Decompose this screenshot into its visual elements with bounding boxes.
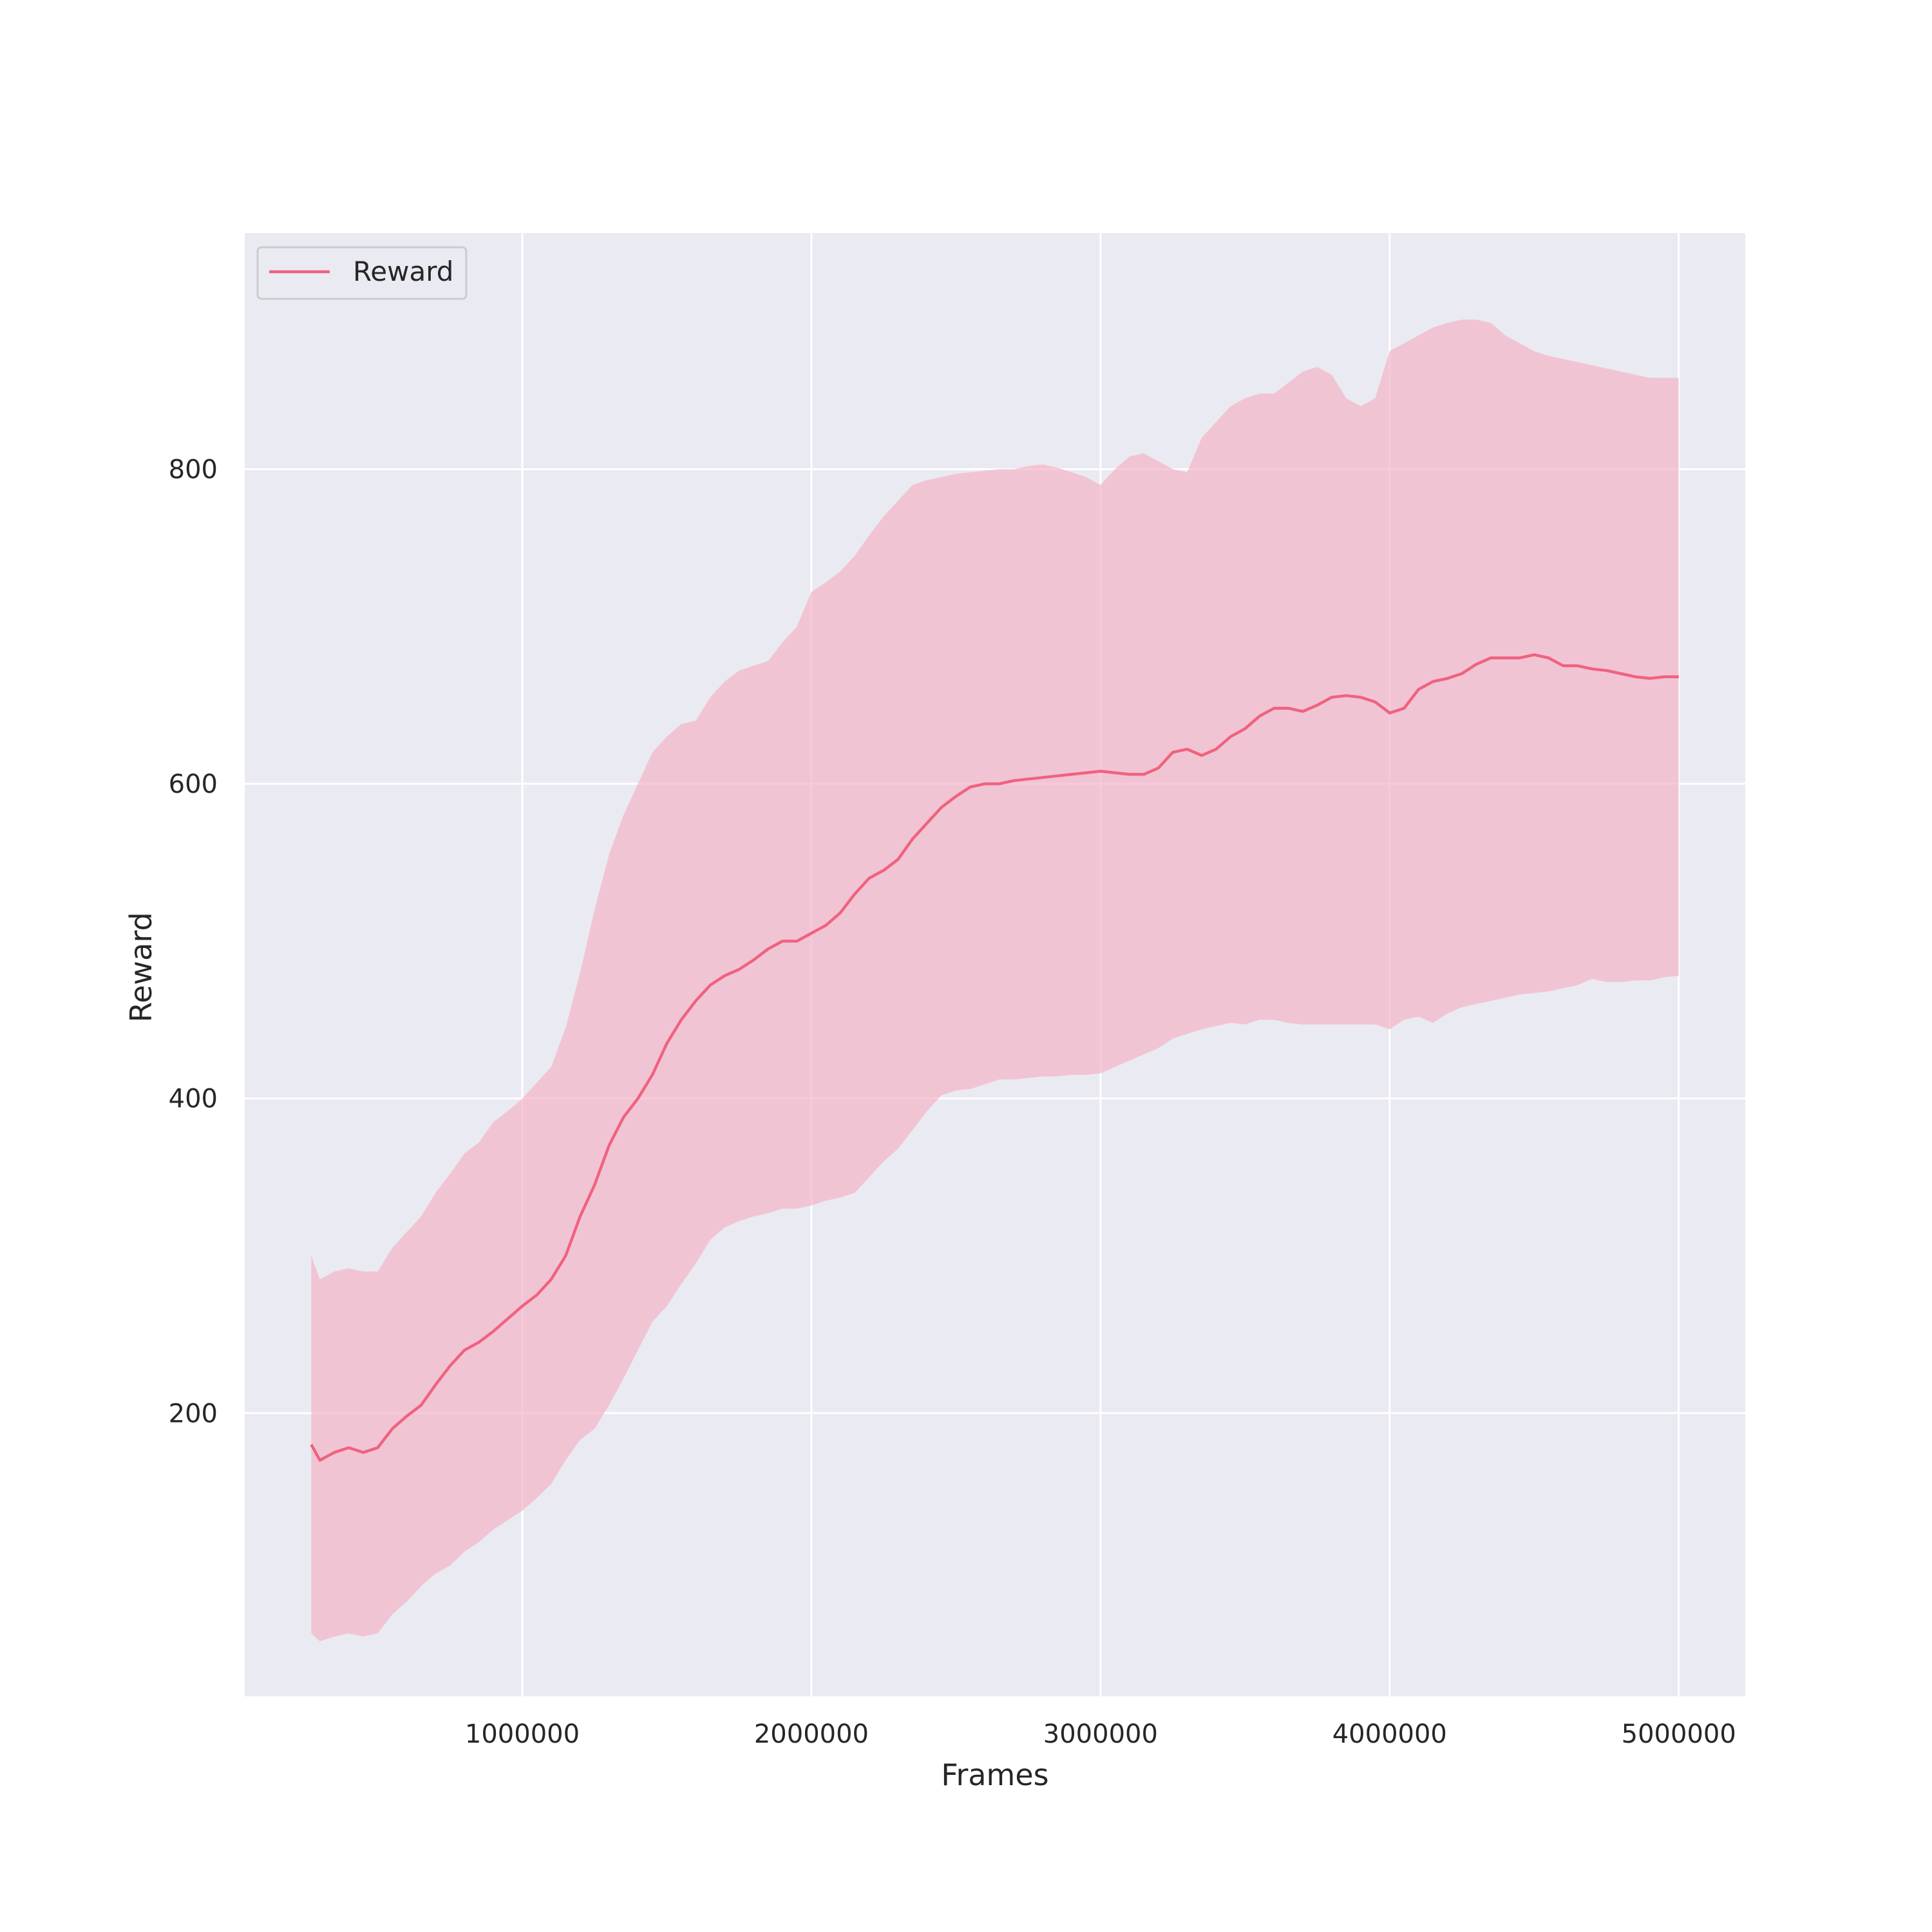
legend: Reward [256, 246, 468, 300]
y-tick-label: 400 [169, 1084, 218, 1114]
x-axis-label: Frames [941, 1757, 1048, 1792]
y-tick-label: 200 [169, 1399, 218, 1428]
x-tick-label: 2000000 [754, 1719, 869, 1749]
legend-label-reward: Reward [353, 256, 453, 287]
x-tick-label: 5000000 [1622, 1719, 1736, 1749]
x-axis-ticks: 1000000 2000000 3000000 4000000 5000000 [465, 1719, 1736, 1749]
reward-confidence-band [311, 319, 1679, 1642]
y-tick-label: 800 [169, 455, 218, 484]
reward-line [310, 653, 1679, 1462]
legend-box [256, 246, 468, 300]
y-axis-ticks: 200 400 600 800 [169, 455, 218, 1428]
x-tick-label: 4000000 [1332, 1719, 1447, 1749]
y-tick-label: 600 [169, 770, 218, 799]
x-tick-label: 1000000 [465, 1719, 580, 1749]
x-tick-label: 3000000 [1043, 1719, 1158, 1749]
y-axis-label: Reward [124, 912, 158, 1022]
